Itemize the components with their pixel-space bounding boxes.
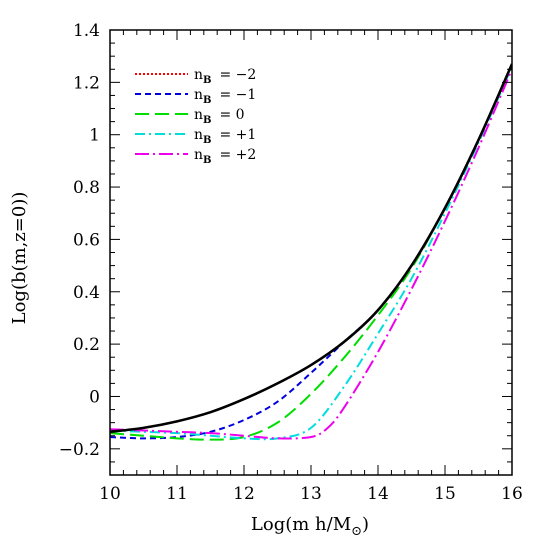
- series-line-0: [110, 63, 512, 433]
- x-tick-label: 13: [300, 484, 322, 504]
- y-tick-label: 0: [89, 387, 100, 407]
- lines-layer: [110, 63, 512, 441]
- x-tick-label: 10: [99, 484, 121, 504]
- x-tick-label: 12: [233, 484, 255, 504]
- y-tick-label: 1: [89, 126, 100, 146]
- legend-label-1: nB = −1: [194, 87, 256, 106]
- legend-label-4: nB = +2: [194, 147, 256, 166]
- y-tick-label: 0.2: [73, 335, 100, 355]
- legend-label-2: nB = 0: [194, 107, 245, 126]
- reference-line: [110, 63, 512, 434]
- x-tick-label: 14: [367, 484, 389, 504]
- series-line-4: [110, 68, 512, 440]
- series-line-2: [110, 63, 512, 441]
- y-tick-label: 0.4: [73, 283, 100, 303]
- axis-ticks: 10 11 12 13 14 15 16 −0.2 0 0.2 0.4 0.6 0.8 1 1.2 1.4: [59, 21, 523, 504]
- y-tick-label: 1.2: [73, 73, 100, 93]
- x-tick-label: 15: [434, 484, 456, 504]
- legend-label-0: nB = −2: [194, 67, 256, 86]
- y-tick-label: 1.4: [73, 21, 100, 41]
- plot-frame: [109, 29, 513, 476]
- x-axis-label: Log(m h/M⊙): [251, 514, 369, 539]
- y-tick-label: 0.8: [73, 178, 100, 198]
- plot-frame-rect: [109, 29, 513, 476]
- legend-label-3: nB = +1: [194, 127, 256, 146]
- y-tick-label: −0.2: [59, 440, 100, 460]
- y-axis-label: Log(b(m,z=0)): [9, 192, 30, 325]
- series-line-1: [110, 63, 512, 440]
- series-line-3: [110, 66, 512, 441]
- legend: nB = −2nB = −1nB = 0nB = +1nB = +2: [135, 67, 256, 166]
- x-tick-label: 11: [166, 484, 188, 504]
- x-tick-label: 16: [501, 484, 523, 504]
- y-tick-label: 0.6: [73, 230, 100, 250]
